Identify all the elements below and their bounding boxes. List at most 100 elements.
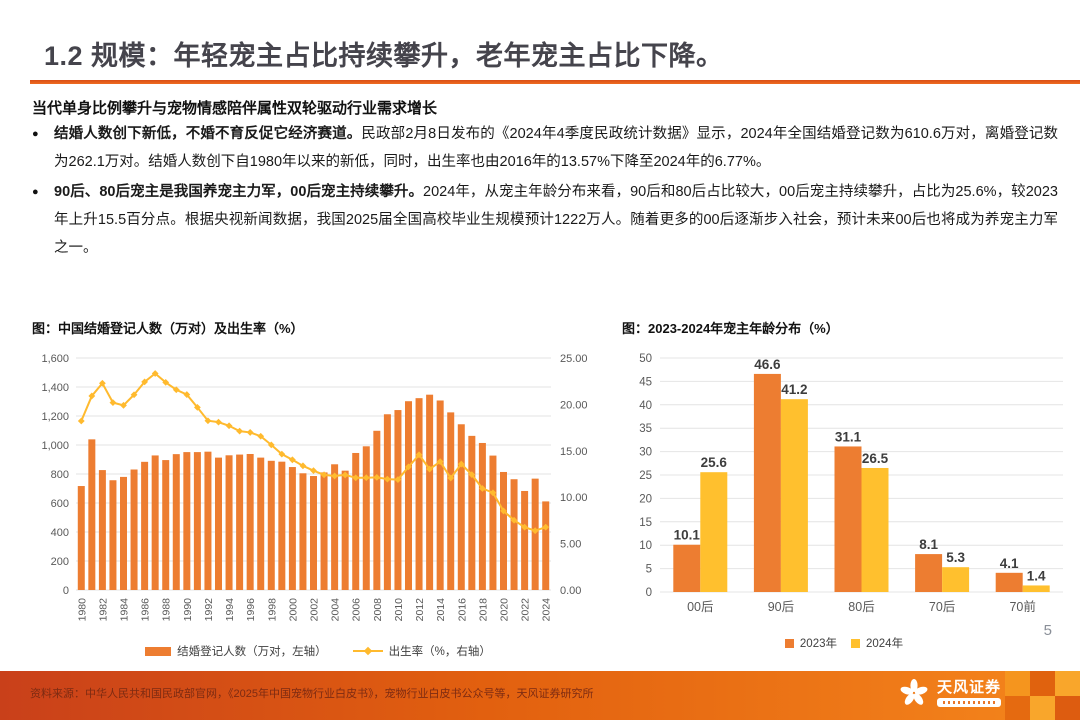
source-note: 资料来源：中华人民共和国民政部官网，《2025年中国宠物行业白皮书》，宠物行业白… (30, 688, 594, 700)
svg-text:5: 5 (646, 564, 652, 576)
bullet-lead: 结婚人数创下新低，不婚不育反促它经济赛道。 (54, 126, 362, 142)
svg-text:30: 30 (639, 447, 652, 459)
svg-text:2002: 2002 (309, 598, 321, 622)
line-series-swatch-icon (352, 647, 383, 655)
svg-text:2022: 2022 (520, 598, 532, 622)
svg-text:15.00: 15.00 (560, 446, 588, 458)
svg-text:26.5: 26.5 (862, 451, 889, 466)
legend-item: 2023年 (784, 635, 837, 651)
svg-text:1,600: 1,600 (41, 353, 69, 365)
svg-text:2010: 2010 (393, 598, 405, 622)
svg-text:40: 40 (639, 400, 652, 412)
pet-owner-age-chart: 0 5 10 15 20 25 30 35 40 45 50 00后 10.1 25.6 90后 46.641… (639, 353, 1063, 614)
svg-text:25.00: 25.00 (560, 353, 588, 365)
marriage-birth-chart: 0 200 400 600 800 1,000 1,200 1,400 1,600 0.00 5.0… (41, 353, 588, 622)
bullet-body: 民政部2月8日发布的《2024年4季度民政统计数据》显示，2024年全国结婚登记… (54, 126, 1058, 170)
svg-text:200: 200 (51, 556, 69, 568)
chart-legend: 结婚登记人数（万对，左轴） 出生率（%，右轴） (28, 643, 608, 659)
svg-text:2006: 2006 (351, 598, 363, 622)
svg-text:70后: 70后 (929, 600, 955, 614)
legend-item: 结婚登记人数（万对，左轴） (145, 643, 327, 659)
svg-text:1996: 1996 (245, 598, 257, 622)
svg-text:1992: 1992 (203, 598, 215, 622)
svg-text:1998: 1998 (266, 598, 278, 622)
svg-text:80后: 80后 (848, 600, 874, 614)
svg-text:25: 25 (639, 470, 652, 482)
chart-legend: 2023年 2024年 (618, 635, 1070, 651)
legend-label: 结婚登记人数（万对，左轴） (177, 646, 327, 658)
bullet-list: 结婚人数创下新低，不婚不育反促它经济赛道。民政部2月8日发布的《2024年4季度… (32, 120, 1058, 264)
svg-text:1982: 1982 (97, 598, 109, 622)
marriage-birth-chart-box: 图：中国结婚登记人数（万对）及出生率（%） 0 200 400 600 800 1,000… (28, 318, 608, 659)
series-2023-swatch-icon (784, 638, 794, 648)
svg-text:800: 800 (51, 469, 69, 481)
svg-text:2014: 2014 (435, 598, 447, 622)
chart-title: 图：中国结婚登记人数（万对）及出生率（%） (32, 321, 304, 336)
svg-text:1988: 1988 (161, 598, 173, 622)
company-logo: 天风证券 (898, 677, 1001, 709)
svg-text:1.4: 1.4 (1027, 568, 1046, 583)
legend-item: 2024年 (851, 635, 903, 651)
brand-tagline-box (937, 698, 1001, 707)
svg-text:00后: 00后 (687, 600, 713, 614)
svg-text:1,000: 1,000 (41, 440, 69, 452)
bullet-body: 2024年，从宠主年龄分布来看，90后和80后占比较大，00后宠主持续攀升，占比… (54, 184, 1058, 256)
svg-text:10: 10 (639, 540, 652, 552)
svg-text:5.3: 5.3 (946, 550, 965, 565)
svg-text:35: 35 (639, 423, 652, 435)
svg-text:1994: 1994 (224, 598, 236, 622)
svg-text:4.1: 4.1 (1000, 556, 1019, 571)
svg-text:0: 0 (646, 587, 652, 599)
logo-text: 天风证券 (937, 679, 1001, 707)
flower-logo-icon (900, 679, 928, 705)
svg-text:2016: 2016 (456, 598, 468, 622)
svg-text:90后: 90后 (768, 600, 794, 614)
svg-text:0.00: 0.00 (560, 585, 581, 597)
bullet-lead: 90后、80后宠主是我国养宠主力军，00后宠主持续攀升。 (54, 184, 424, 200)
svg-text:5.00: 5.00 (560, 539, 581, 551)
series-2024-swatch-icon (851, 638, 860, 648)
chart-title: 图：2023-2024年宠主年龄分布（%） (622, 321, 839, 336)
svg-text:400: 400 (51, 527, 69, 539)
svg-text:2018: 2018 (477, 598, 489, 622)
svg-text:8.1: 8.1 (919, 537, 938, 552)
svg-text:1984: 1984 (119, 598, 131, 622)
svg-text:20: 20 (639, 493, 652, 505)
svg-text:70前: 70前 (1009, 599, 1035, 614)
legend-label: 2023年 (799, 638, 837, 650)
svg-text:2004: 2004 (330, 598, 342, 622)
legend-label: 2024年 (866, 638, 904, 650)
title-underline (30, 80, 1080, 84)
svg-text:2000: 2000 (287, 598, 299, 622)
svg-text:46.6: 46.6 (754, 357, 781, 372)
svg-text:1,400: 1,400 (41, 382, 69, 394)
svg-text:25.6: 25.6 (701, 455, 728, 470)
section-subtitle: 当代单身比例攀升与宠物情感陪伴属性双轮驱动行业需求增长 (32, 100, 438, 117)
svg-text:20.00: 20.00 (560, 399, 588, 411)
footer-band: 资料来源：中华人民共和国民政部官网，《2025年中国宠物行业白皮书》，宠物行业白… (0, 671, 1080, 720)
brand-name: 天风证券 (937, 679, 1002, 696)
svg-text:41.2: 41.2 (781, 382, 807, 397)
svg-text:1986: 1986 (140, 598, 152, 622)
legend-label: 出生率（%，右轴） (388, 646, 491, 658)
svg-text:0: 0 (63, 585, 69, 597)
page-title: 1.2 规模：年轻宠主占比持续攀升，老年宠主占比下降。 (44, 41, 724, 71)
svg-text:10.00: 10.00 (560, 492, 588, 504)
svg-text:50: 50 (639, 353, 652, 365)
bar-series-swatch-icon (145, 646, 172, 656)
pet-owner-age-chart-box: 图：2023-2024年宠主年龄分布（%） 0 5 10 15 20 25 30 35 40 45… (618, 318, 1070, 651)
bullet-item: 90后、80后宠主是我国养宠主力军，00后宠主持续攀升。2024年，从宠主年龄分… (32, 178, 1058, 262)
page-number: 5 (1043, 622, 1052, 639)
svg-text:1980: 1980 (76, 598, 88, 622)
svg-text:15: 15 (639, 517, 652, 529)
legend-item: 出生率（%，右轴） (352, 643, 491, 659)
svg-text:2008: 2008 (372, 598, 384, 622)
svg-text:2012: 2012 (414, 598, 426, 622)
svg-text:45: 45 (639, 376, 652, 388)
svg-text:2024: 2024 (541, 598, 553, 622)
bullet-item: 结婚人数创下新低，不婚不育反促它经济赛道。民政部2月8日发布的《2024年4季度… (32, 120, 1058, 176)
svg-text:31.1: 31.1 (835, 429, 862, 444)
footer-mosaic-decoration (1005, 671, 1080, 720)
svg-text:600: 600 (51, 498, 69, 510)
svg-text:1,200: 1,200 (41, 411, 69, 423)
